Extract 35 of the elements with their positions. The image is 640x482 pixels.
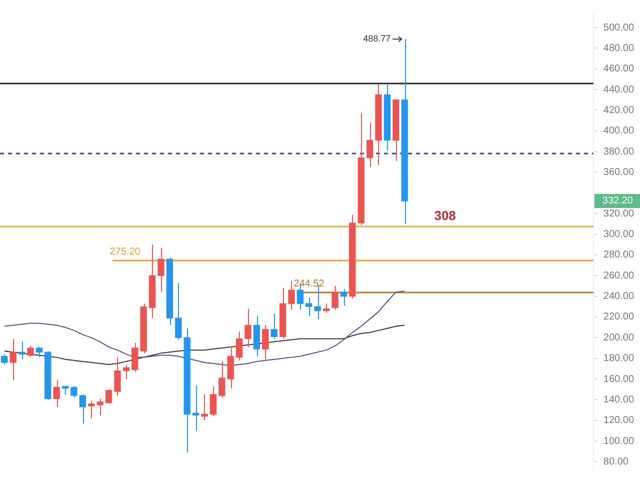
candlestick (184, 328, 190, 453)
y-tick-label: 160.00 (603, 374, 634, 385)
y-tick-label: 420.00 (603, 104, 634, 116)
y-tick-label: 120.00 (603, 415, 634, 426)
y-tick-label: 400.00 (603, 126, 634, 137)
y-tick-label: 360.00 (603, 167, 634, 178)
y-tick-label: 200.00 (603, 332, 634, 344)
candlestick (70, 386, 78, 398)
y-tick-label: 500.00 (603, 22, 634, 34)
y-tick-label: 180.00 (603, 353, 634, 364)
ref-line-label: 244.52 (294, 278, 325, 290)
y-tick-label: 380.00 (603, 146, 634, 158)
candlestick (375, 84, 382, 166)
candlestick (10, 338, 16, 381)
candlestick (53, 380, 60, 408)
y-tick-label: 220.00 (603, 312, 634, 323)
ref-line-label: 275.20 (110, 246, 141, 258)
candlestick (140, 303, 147, 354)
candlestick (227, 348, 234, 389)
y-tick-label: 320.00 (603, 208, 634, 220)
candlestick (114, 356, 121, 396)
candlestick (27, 345, 34, 357)
y-tick-label: 260.00 (603, 270, 634, 282)
y-tick-label: 280.00 (603, 250, 634, 261)
y-tick-label: 300.00 (603, 229, 634, 240)
y-tick-label: 240.00 (603, 291, 634, 302)
annotation: 488.77 (363, 34, 391, 44)
y-tick-label: 480.00 (603, 42, 634, 54)
y-tick-label: 80.00 (603, 456, 629, 468)
y-tick-label: 100.00 (603, 436, 634, 447)
ref-line-label: 308 (434, 208, 456, 224)
text: 332.20 (602, 196, 634, 207)
y-tick-label: 440.00 (603, 84, 634, 96)
y-tick-label: 140.00 (603, 394, 634, 406)
y-tick-label: 460.00 (603, 64, 634, 75)
